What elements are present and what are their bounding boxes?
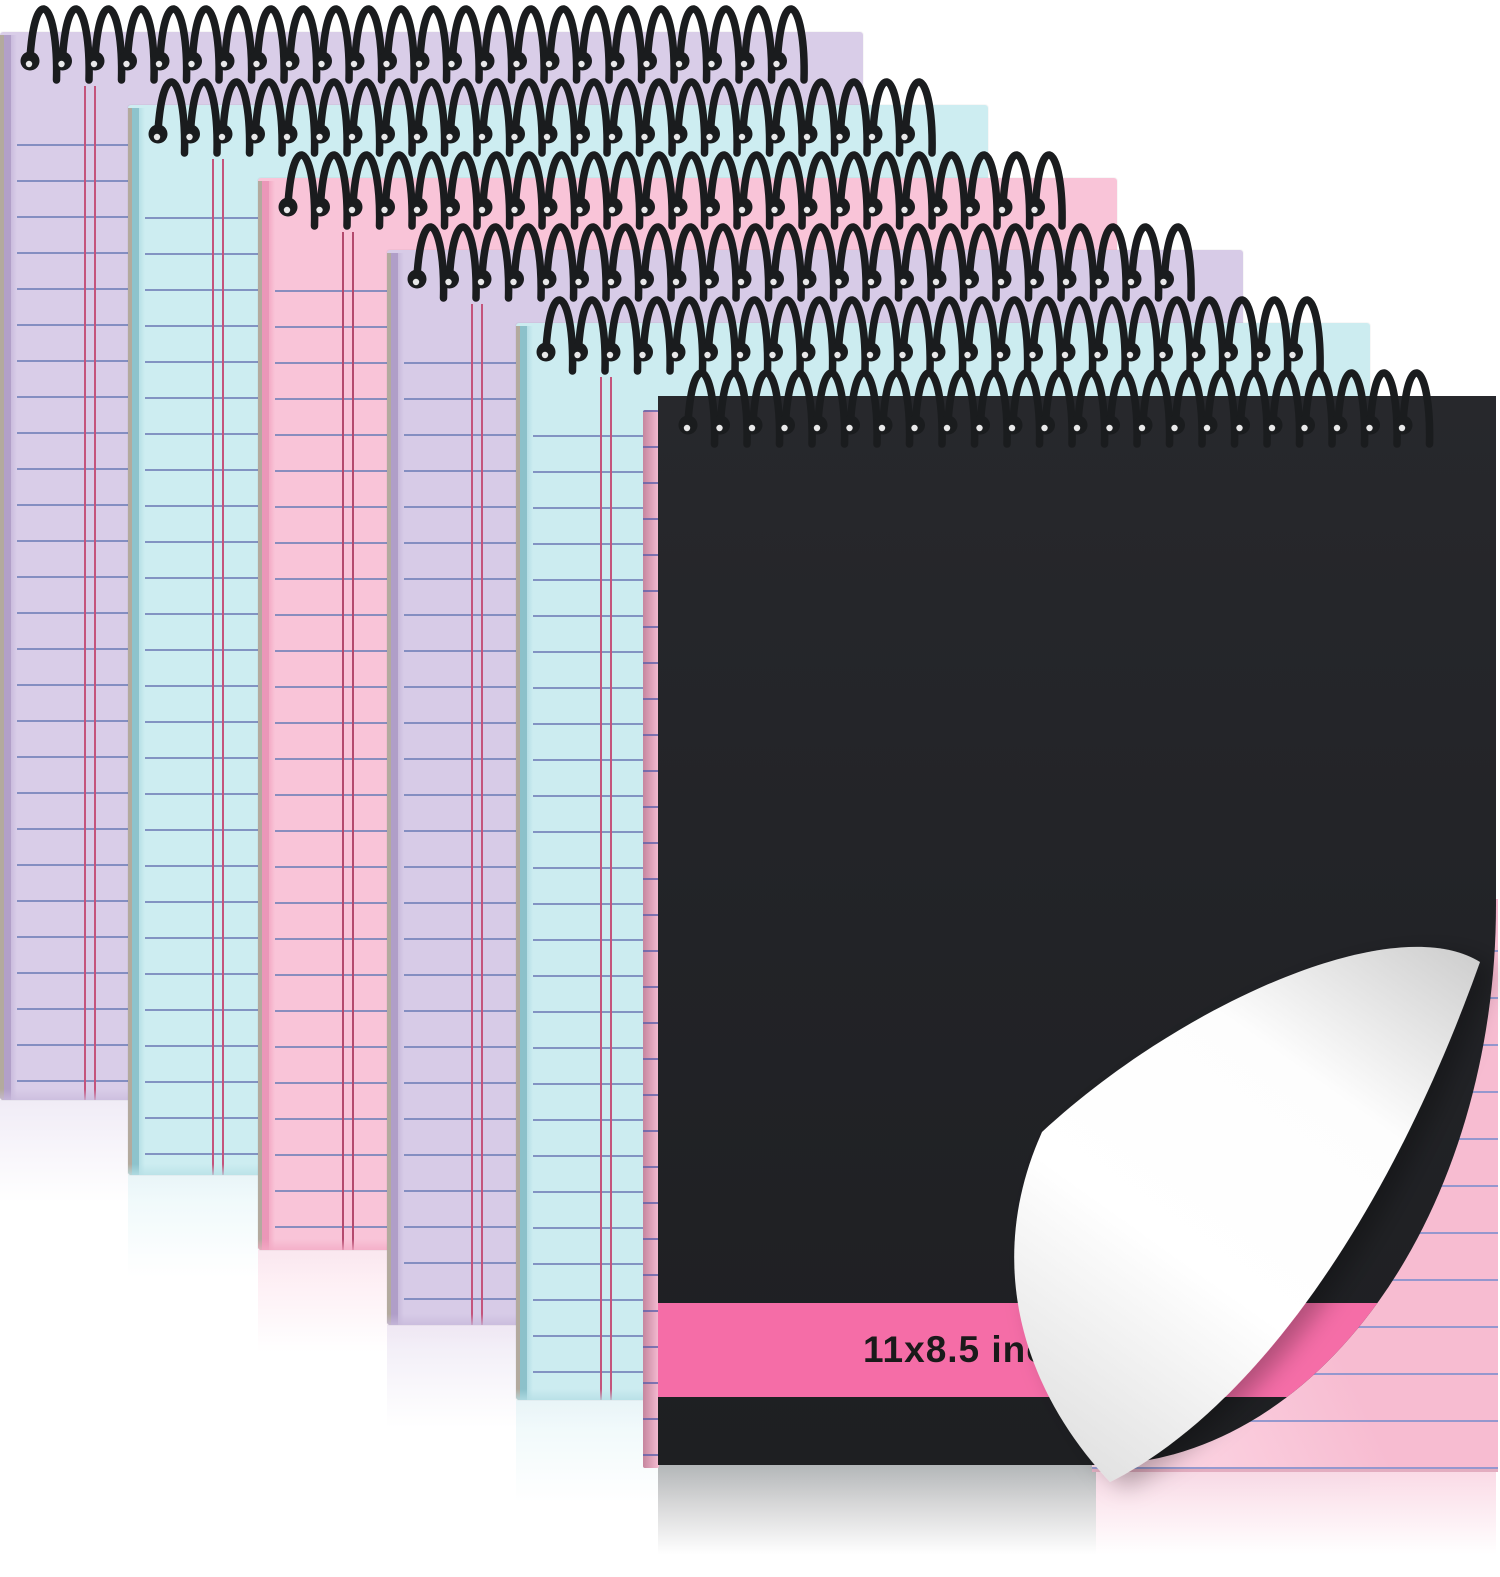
gregg-margin-line [342, 232, 354, 1250]
product-photo-steno-notepads: 11x8.5 inches [0, 5, 1498, 1577]
spiral-binding [536, 296, 1324, 375]
gregg-margin-line [600, 377, 612, 1400]
page-stack-edge [128, 108, 145, 1175]
spiral-binding [278, 151, 1066, 230]
gregg-margin-line [471, 304, 483, 1325]
spiral-binding [678, 369, 1434, 448]
page-stack-edge [0, 35, 17, 1100]
spiral-binding [407, 223, 1195, 302]
curled-cover-corner [1014, 946, 1480, 1482]
spiral-binding [20, 5, 808, 84]
gregg-margin-line [212, 159, 224, 1175]
page-stack-edge [516, 326, 533, 1400]
gregg-margin-line [84, 86, 96, 1100]
pink-page-edges [643, 410, 659, 1468]
page-stack-edge [258, 181, 275, 1250]
black-steno-pad-front: 11x8.5 inches [643, 369, 1498, 1577]
page-curl [1014, 946, 1480, 1482]
spiral-binding [148, 78, 936, 157]
page-stack-edge [387, 253, 404, 1325]
